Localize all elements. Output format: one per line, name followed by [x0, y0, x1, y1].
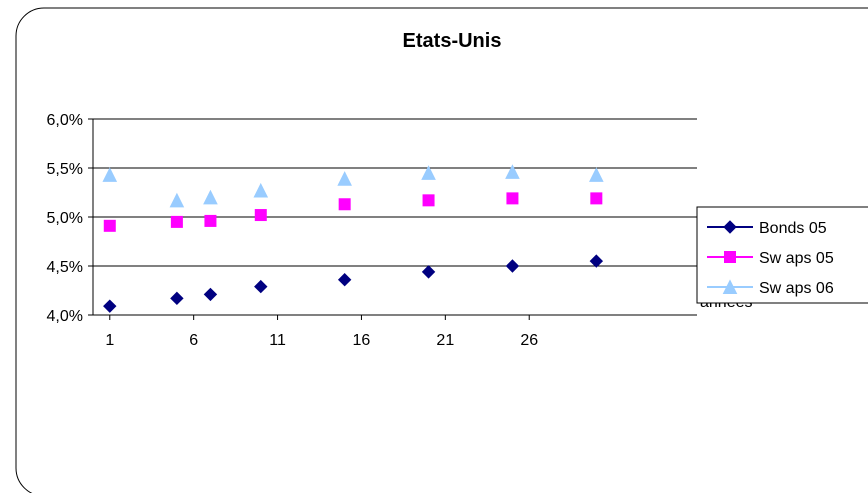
point-series-2: [506, 192, 519, 205]
x-tick-label: 6: [189, 332, 198, 349]
point-series-2: [422, 194, 435, 207]
axes: [88, 118, 697, 320]
x-tick-label: 11: [269, 332, 286, 349]
point-series-2: [103, 219, 116, 232]
tick-labels: 4,0%4,5%5,0%5,5%6,0%1 6 11 16 21 26: [47, 112, 539, 349]
point-series-2: [338, 198, 351, 211]
point-series-2: [254, 209, 267, 222]
chart-frame: [15, 7, 868, 493]
point-series-3: [589, 167, 604, 182]
x-tick-label: 21: [436, 332, 454, 349]
y-tick-label: 5,0%: [47, 210, 83, 227]
point-series-2: [170, 215, 183, 228]
point-series-3: [102, 167, 118, 182]
chart-title: Etats-Unis: [403, 30, 502, 52]
point-series-1: [589, 254, 604, 268]
point-series-3: [169, 192, 185, 208]
y-tick-label: 4,5%: [47, 259, 83, 276]
point-series-2: [590, 192, 603, 205]
point-series-1: [254, 279, 268, 294]
y-tick-label: 4,0%: [47, 308, 83, 325]
x-tick-label: 16: [353, 332, 371, 349]
x-tick-label: 1: [105, 332, 114, 349]
point-series-1: [505, 259, 520, 273]
legend-label: Sw aps 05: [759, 250, 834, 267]
point-series-3: [253, 182, 269, 198]
y-tick-label: 6,0%: [47, 112, 83, 129]
point-series-2: [204, 214, 217, 227]
point-series-1: [103, 299, 117, 313]
point-series-1: [170, 291, 184, 306]
point-series-3: [505, 164, 520, 179]
legend-label: Sw aps 06: [759, 280, 834, 297]
point-series-1: [421, 265, 436, 279]
point-series-3: [203, 189, 218, 205]
legend-marker: [724, 251, 736, 263]
x-tick-label: 26: [520, 332, 538, 349]
point-series-3: [421, 165, 436, 180]
data-points: [102, 164, 604, 313]
point-series-1: [337, 273, 352, 287]
legend-label: Bonds 05: [759, 220, 827, 237]
point-series-3: [337, 171, 352, 186]
legend-marker: [723, 220, 737, 234]
y-tick-label: 5,5%: [47, 161, 83, 178]
legend-marker: [722, 279, 738, 294]
point-series-1: [203, 287, 218, 302]
legend: Bonds 05 Sw aps 05 Sw aps 06: [696, 206, 868, 304]
